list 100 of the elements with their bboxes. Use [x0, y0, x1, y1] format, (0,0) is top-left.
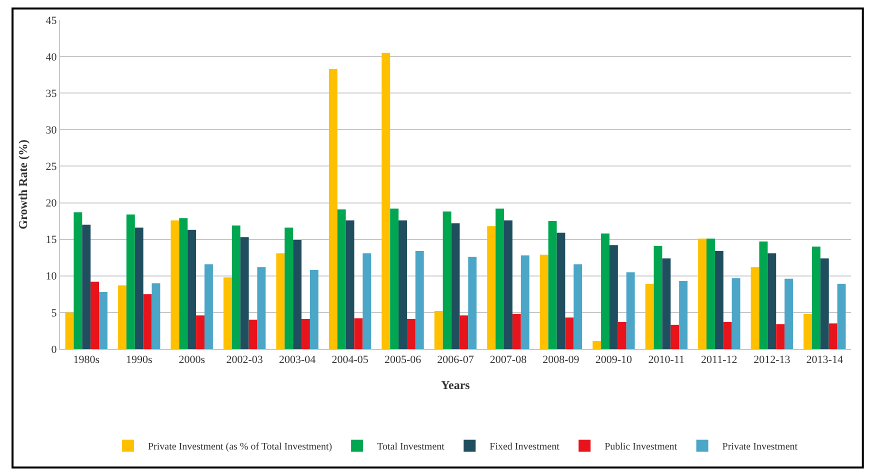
bar [152, 283, 160, 349]
x-tick-label: 2006-07 [437, 354, 474, 366]
x-tick-label: 2013-14 [806, 354, 844, 366]
legend-label: Fixed Investment [490, 442, 560, 453]
y-tick-label: 30 [46, 124, 58, 137]
x-tick-label: 2012-13 [754, 354, 791, 366]
legend-label: Private Investment (as % of Total Investment) [148, 442, 332, 453]
bar [293, 240, 302, 349]
bar [204, 264, 213, 349]
bar [601, 233, 610, 349]
x-tick-label: 2008-09 [542, 354, 580, 366]
bar [170, 220, 180, 349]
x-tick-label: 2007-08 [490, 354, 528, 366]
bar [723, 322, 732, 349]
x-tick-label: 2004-05 [332, 354, 369, 366]
bar [415, 251, 424, 349]
bar [362, 253, 372, 349]
y-tick-label: 0 [51, 344, 58, 356]
bar [328, 68, 338, 349]
bar [706, 238, 715, 349]
bar [820, 258, 829, 349]
legend-label: Total Investment [377, 442, 445, 453]
bar [714, 251, 724, 349]
x-tick-label: 2011-12 [701, 354, 738, 366]
bar [784, 278, 793, 349]
y-tick-label: 5 [51, 307, 58, 320]
bar [118, 285, 126, 349]
bar [776, 324, 785, 349]
bar [540, 254, 548, 349]
y-tick-label: 10 [46, 270, 58, 283]
bar [143, 294, 152, 349]
x-tick-label: 2009-10 [595, 354, 633, 366]
bar [134, 228, 144, 349]
bar [645, 284, 654, 349]
bar [82, 224, 91, 349]
bar [284, 228, 294, 349]
bar [837, 284, 846, 349]
bar [804, 314, 812, 349]
bar [354, 318, 363, 349]
bar [126, 214, 135, 349]
bar [768, 253, 776, 349]
x-tick-label: 1980s [73, 354, 100, 366]
bar [223, 277, 232, 349]
bar [670, 324, 680, 349]
bar [654, 246, 662, 349]
bar [90, 282, 100, 349]
bar [382, 52, 390, 349]
bar [487, 226, 496, 349]
bar [520, 255, 530, 349]
bar [196, 315, 204, 349]
bar [310, 270, 318, 349]
bar [390, 208, 399, 349]
x-tick-label: 2000s [178, 354, 205, 366]
bar [679, 281, 688, 349]
bar [732, 278, 740, 349]
bar [548, 221, 557, 349]
bar [512, 314, 521, 349]
bar [812, 246, 820, 349]
y-tick-label: 35 [46, 88, 58, 100]
bar [451, 223, 460, 349]
bar [504, 220, 512, 349]
bar [240, 237, 249, 349]
y-tick-label: 15 [46, 234, 58, 246]
bar [74, 212, 82, 349]
bar [188, 230, 196, 349]
y-axis-title: Growth Rate (%) [16, 140, 30, 230]
x-tick-label: 1990s [126, 354, 152, 366]
bar [337, 209, 346, 349]
bar [574, 264, 582, 349]
bar [276, 253, 285, 349]
bar [828, 323, 838, 349]
legend-label: Public Investment [604, 442, 678, 453]
bar [406, 319, 416, 349]
bar [346, 220, 354, 349]
bar [248, 320, 258, 349]
bar [626, 272, 635, 349]
bar [496, 208, 504, 349]
bar [460, 315, 468, 349]
legend-label: Private Investment [722, 442, 798, 453]
x-tick-label: 2005-06 [384, 354, 422, 366]
x-axis-title: Years [441, 378, 470, 392]
bar [468, 256, 477, 349]
y-tick-label: 25 [46, 161, 58, 174]
bar [698, 238, 707, 349]
bar [257, 267, 266, 349]
bar [609, 245, 618, 349]
bar [302, 319, 310, 349]
y-tick-label: 20 [46, 198, 58, 210]
bar [618, 322, 626, 349]
y-tick-label: 40 [46, 51, 58, 64]
bar [442, 212, 452, 349]
bar [750, 267, 760, 349]
bar [99, 292, 108, 349]
bar [759, 242, 768, 349]
bar [398, 220, 407, 349]
bar [556, 232, 566, 349]
x-tick-label: 2002-03 [226, 354, 264, 366]
bar [434, 310, 443, 349]
y-tick-label: 45 [46, 14, 58, 27]
bar [565, 318, 574, 349]
